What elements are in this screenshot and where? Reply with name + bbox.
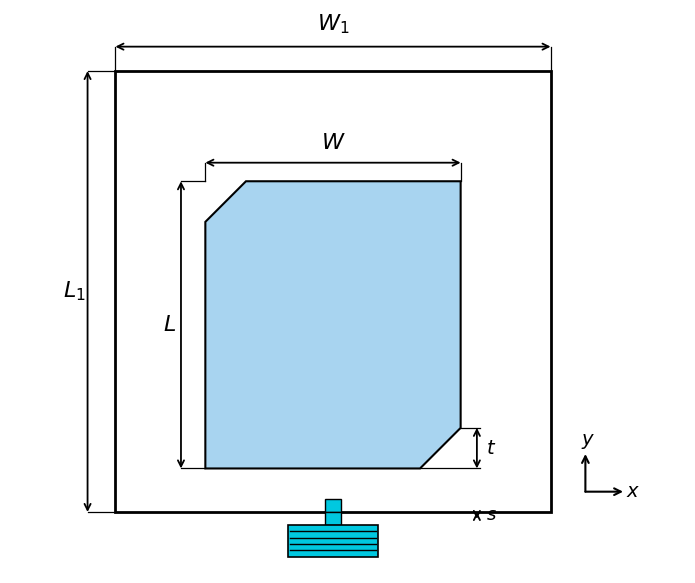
Text: $L$: $L$ bbox=[163, 315, 176, 335]
Bar bbox=[288, 525, 378, 557]
Bar bbox=[115, 71, 550, 512]
Text: $W_1$: $W_1$ bbox=[317, 13, 349, 36]
Text: $L_1$: $L_1$ bbox=[63, 280, 86, 303]
Text: $t$: $t$ bbox=[486, 438, 496, 458]
Text: $W$: $W$ bbox=[320, 134, 345, 153]
Text: $s$: $s$ bbox=[486, 507, 497, 525]
Text: $y$: $y$ bbox=[581, 431, 596, 451]
Polygon shape bbox=[205, 181, 461, 469]
Bar bbox=[325, 512, 341, 525]
Bar bbox=[325, 499, 341, 512]
Text: $x$: $x$ bbox=[626, 482, 641, 501]
